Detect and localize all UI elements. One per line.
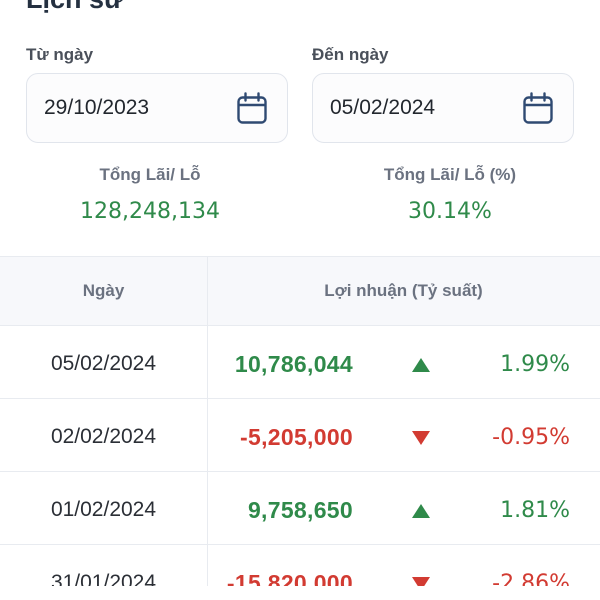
total-pl-pct-value: 30.14%	[408, 199, 492, 224]
row-amount: 9,758,650	[247, 497, 353, 523]
table-row[interactable]: 02/02/2024 -5,205,000 -0.95%	[0, 399, 600, 472]
table-row[interactable]: 05/02/2024 10,786,044 1.99%	[0, 326, 600, 399]
history-table: Ngày Lợi nhuận (Tỷ suất) 05/02/2024 10,7…	[0, 256, 600, 586]
row-date: 05/02/2024	[50, 352, 157, 375]
to-date-value: 05/02/2024	[330, 96, 436, 119]
row-percent: -0.95%	[492, 425, 570, 450]
row-amount: -15,820,000	[226, 570, 353, 586]
arrow-up-icon	[412, 504, 430, 518]
calendar-icon[interactable]	[522, 92, 554, 125]
total-pl-pct-label: Tổng Lãi/ Lỗ (%)	[383, 165, 517, 184]
from-date-field[interactable]: 29/10/2023	[26, 73, 288, 143]
from-date-label: Từ ngày	[26, 45, 94, 64]
table-row[interactable]: 01/02/2024 9,758,650 1.81%	[0, 472, 600, 545]
row-date: 01/02/2024	[50, 498, 157, 521]
arrow-up-icon	[412, 358, 430, 372]
column-header-date: Ngày	[82, 281, 125, 300]
row-percent: 1.81%	[500, 498, 570, 523]
arrow-down-icon	[412, 577, 430, 586]
to-date-field[interactable]: 05/02/2024	[312, 73, 574, 143]
row-date: 02/02/2024	[50, 425, 157, 448]
column-divider	[207, 257, 208, 586]
column-header-profit: Lợi nhuận (Tỷ suất)	[324, 281, 483, 300]
to-date-label: Đến ngày	[312, 45, 389, 64]
row-percent: -2.86%	[492, 571, 570, 586]
row-amount: 10,786,044	[234, 351, 353, 377]
total-pl-label: Tổng Lãi/ Lỗ	[99, 165, 201, 184]
arrow-down-icon	[412, 431, 430, 445]
from-date-value: 29/10/2023	[44, 96, 150, 119]
row-date: 31/01/2024	[50, 571, 157, 586]
table-header: Ngày Lợi nhuận (Tỷ suất)	[0, 257, 600, 326]
calendar-icon[interactable]	[236, 92, 268, 125]
table-row[interactable]: 31/01/2024 -15,820,000 -2.86%	[0, 545, 600, 586]
total-pl-value: 128,248,134	[80, 199, 220, 224]
row-percent: 1.99%	[500, 352, 570, 377]
row-amount: -5,205,000	[240, 424, 353, 450]
page-title: Lịch sử	[26, 0, 124, 15]
